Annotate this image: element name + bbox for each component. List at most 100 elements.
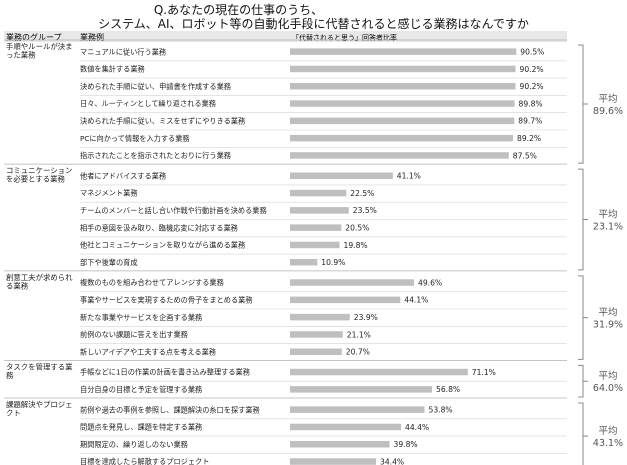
task-label: 数値を集計する業務 bbox=[80, 65, 146, 74]
task-label: チームのメンバーと話し合い作戦や行動計画を決める業務 bbox=[80, 206, 267, 215]
data-label: 56.8% bbox=[436, 385, 460, 394]
task-label: 事業やサービスを実現するための骨子をまとめる業務 bbox=[80, 295, 253, 304]
task-label: 期間限定の、繰り返しのない業務 bbox=[80, 440, 189, 449]
data-label: 87.5% bbox=[513, 151, 537, 160]
bar bbox=[290, 65, 516, 73]
bar bbox=[290, 386, 432, 393]
data-label: 71.1% bbox=[472, 368, 496, 377]
group-label: る業務 bbox=[6, 281, 29, 290]
bar bbox=[290, 152, 509, 159]
chart-title-line-1: Q.あなたの現在の仕事のうち、 bbox=[153, 3, 324, 17]
bar bbox=[290, 117, 515, 125]
average-value: 31.9% bbox=[593, 320, 623, 331]
task-label: PCに向かって情報を入力する業務 bbox=[80, 134, 190, 143]
group-label: クト bbox=[6, 409, 21, 418]
bar bbox=[290, 331, 343, 338]
legend-label: 「代替されると思う」回答者比率 bbox=[292, 33, 397, 42]
task-label: 自分自身の目標と予定を管理する業務 bbox=[80, 385, 203, 394]
average-bracket bbox=[578, 402, 588, 465]
data-label: 49.6% bbox=[418, 278, 442, 287]
task-label: 指示されたことを指示されたとおりに行う業務 bbox=[80, 151, 232, 160]
task-label: 決められた手順に従い、申請書を作成する業務 bbox=[80, 82, 232, 91]
group-label: コミュニケーション bbox=[6, 166, 72, 175]
average-title: 平均 bbox=[598, 370, 617, 382]
bar bbox=[290, 423, 401, 431]
task-label: 複数のものを組み合わせてアレンジする業務 bbox=[80, 278, 225, 287]
bar bbox=[290, 406, 425, 413]
data-label: 22.5% bbox=[350, 189, 374, 198]
bar bbox=[290, 224, 342, 231]
task-label: 前例のない課題に答えを出す業務 bbox=[80, 330, 189, 339]
bar bbox=[290, 368, 468, 376]
data-label: 90.5% bbox=[520, 47, 544, 56]
bar bbox=[290, 207, 349, 214]
bar bbox=[290, 441, 390, 448]
chart-title: Q.あなたの現在の仕事のうち、 システム、AI、ロボット等の自動化手段に代替され… bbox=[0, 3, 627, 31]
bar bbox=[290, 83, 516, 90]
bar bbox=[290, 241, 340, 249]
average-bracket bbox=[578, 168, 588, 271]
average-title: 平均 bbox=[598, 209, 617, 221]
average-title: 平均 bbox=[598, 93, 617, 105]
data-label: 20.5% bbox=[345, 223, 369, 232]
task-label: 日々、ルーティンとして繰り返される業務 bbox=[80, 99, 217, 108]
data-label: 89.7% bbox=[518, 117, 542, 126]
average-value: 64.0% bbox=[593, 383, 623, 394]
task-label: 問題点を発見し、課題を特定する業務 bbox=[80, 423, 203, 432]
data-label: 21.1% bbox=[347, 330, 371, 339]
data-label: 89.2% bbox=[517, 134, 541, 143]
average-value: 43.1% bbox=[593, 438, 623, 449]
data-label: 90.2% bbox=[520, 65, 544, 74]
data-label: 89.8% bbox=[519, 99, 543, 108]
task-label: 前例や過去の事例を参照し、課題解決の糸口を探す業務 bbox=[80, 405, 261, 414]
data-label: 41.1% bbox=[397, 172, 421, 181]
task-label: 部下や後輩の育成 bbox=[80, 258, 138, 267]
average-title: 平均 bbox=[598, 425, 617, 437]
chart-title-line-2: システム、AI、ロボット等の自動化手段に代替されると感じる業務はなんですか bbox=[98, 17, 529, 31]
header-task-column: 業務例 bbox=[80, 32, 104, 42]
average-bracket bbox=[578, 275, 588, 360]
data-label: 23.5% bbox=[353, 206, 377, 215]
group-label: を必要とする業務 bbox=[6, 175, 66, 184]
task-label: 手帳などに1日の作業の計画を書き込み整理する業務 bbox=[80, 368, 251, 377]
data-label: 20.7% bbox=[346, 348, 370, 357]
task-label: 新しいアイデアや工夫する点を考える業務 bbox=[80, 347, 217, 356]
bar bbox=[290, 172, 393, 179]
data-label: 19.8% bbox=[344, 241, 368, 250]
data-label: 44.4% bbox=[405, 423, 429, 432]
group-label: った業務 bbox=[6, 51, 36, 60]
bar bbox=[290, 134, 513, 142]
bar bbox=[290, 279, 414, 286]
data-label: 44.1% bbox=[404, 296, 428, 305]
header-group-column: 業務のグループ bbox=[6, 32, 62, 42]
group-label: 課題解決やプロジェ bbox=[6, 400, 73, 409]
average-value: 89.6% bbox=[593, 106, 623, 117]
bar bbox=[290, 313, 350, 321]
bar bbox=[290, 348, 342, 355]
bar bbox=[290, 296, 401, 304]
task-label: 他者にアドバイスする業務 bbox=[80, 171, 167, 180]
bar bbox=[290, 458, 376, 465]
data-label: 90.2% bbox=[520, 82, 544, 91]
average-value: 23.1% bbox=[593, 222, 623, 233]
data-label: 39.8% bbox=[394, 440, 418, 449]
average-bracket bbox=[578, 44, 588, 164]
task-label: 他社とコミュニケーションを取りながら進める業務 bbox=[80, 241, 246, 250]
task-label: 新たな事業やサービスを企画する業務 bbox=[80, 313, 203, 322]
bar bbox=[290, 100, 515, 107]
task-label: 目標を達成したら解散するプロジェクト bbox=[80, 457, 209, 465]
bar bbox=[290, 189, 347, 197]
group-label: 務 bbox=[6, 371, 14, 380]
data-label: 34.4% bbox=[380, 457, 404, 465]
average-bracket bbox=[578, 364, 588, 398]
task-label: マニュアルに従い行う業務 bbox=[80, 47, 167, 56]
data-label: 53.8% bbox=[429, 405, 453, 414]
task-label: 決められた手順に従い、ミスをせずにやりきる業務 bbox=[80, 116, 246, 125]
group-label: 創意工夫が求められ bbox=[6, 273, 73, 282]
bar bbox=[290, 259, 318, 266]
group-label: 手順やルールが決ま bbox=[6, 42, 73, 51]
group-label: タスクを管理する業 bbox=[6, 362, 73, 371]
data-label: 10.9% bbox=[321, 258, 345, 267]
